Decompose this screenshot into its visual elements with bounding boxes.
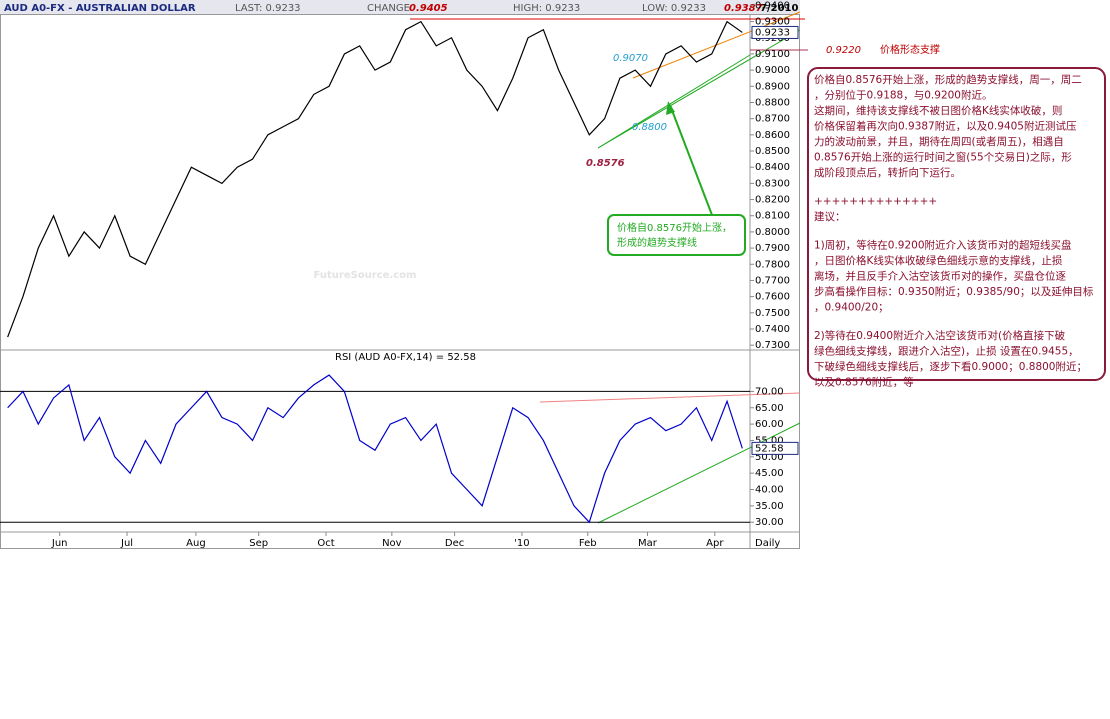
note-line: ，日图价格K线实体收破绿色细线示意的支撑线，止损 <box>814 254 1063 267</box>
y-tick-label: 60.00 <box>755 419 784 430</box>
last: LAST: 0.9233 <box>235 3 301 14</box>
rsi-trend <box>597 422 801 524</box>
y-tick-label: 0.8000 <box>755 227 790 238</box>
callout-box <box>607 214 746 256</box>
arrowhead <box>666 101 675 115</box>
y-tick-label: 0.7300 <box>755 340 790 351</box>
annotation: 0.8800 <box>632 122 667 133</box>
header-bar <box>0 0 800 14</box>
x-tick-label: '10 <box>514 538 529 549</box>
y-tick-label: 0.8400 <box>755 162 790 173</box>
y-tick-label: 0.8300 <box>755 178 790 189</box>
note-line: 2)等待在0.9400附近介入沽空该货币对(价格直接下破 <box>814 329 1066 342</box>
last-value: 52.58 <box>755 443 784 454</box>
callout-text: 价格自0.8576开始上涨， <box>617 221 732 234</box>
y-tick-label: 0.8500 <box>755 146 790 157</box>
panel-title: RSI (AUD A0-FX,14) = 52.58 <box>335 352 476 363</box>
y-tick-label: 0.9300 <box>755 17 790 28</box>
x-tick-label: Aug <box>186 538 206 549</box>
y-tick-label: 0.7700 <box>755 275 790 286</box>
y-tick-label: 70.00 <box>755 386 784 397</box>
y-tick-label: 0.8900 <box>755 81 790 92</box>
note-line: 1)周初，等待在0.9200附近介入该货币对的超短线买盘 <box>814 239 1072 252</box>
period: Daily <box>755 538 780 549</box>
price-line <box>7 20 743 338</box>
note-line: ，分别位于0.9188，与0.9200附近。 <box>814 89 992 102</box>
y-tick-label: 30.00 <box>755 517 784 528</box>
change: CHANGE <box>367 3 410 14</box>
x-tick-label: Oct <box>317 538 334 549</box>
y-tick-label: 0.8800 <box>755 97 790 108</box>
note-line: 下破绿色细线支撑线后，逐步下看0.9000；0.8800附近； <box>814 360 1087 373</box>
note-line: 力的波动前景，并且，期待在周四(或者周五)，相遇自 <box>814 135 1064 148</box>
y-tick-label: 0.7900 <box>755 243 790 254</box>
x-tick-label: Nov <box>382 538 402 549</box>
note-line: 离场，并且反手介入沽空该货币对的操作，买盘仓位逐 <box>814 270 1066 283</box>
note-line: ++++++++++++++ <box>814 196 937 208</box>
y-tick-label: 0.7600 <box>755 292 790 303</box>
y-tick-label: 40.00 <box>755 485 784 496</box>
annotation: 价格形态支撑 <box>880 43 940 56</box>
watermark: FutureSource.com <box>314 270 417 281</box>
note-line: 这期间，维持该支撑线不被日图价格K线实体收破，则 <box>814 104 1062 117</box>
last-value-box <box>751 441 799 455</box>
y-tick-label: 0.8200 <box>755 195 790 206</box>
note-line: 步高看操作目标：0.9350附近；0.9385/90；以及延伸目标 <box>814 285 1094 298</box>
note-line: 0.8576开始上涨的运行时间之窗(55个交易日)之际，形 <box>814 151 1072 164</box>
y-tick-label: 50.00 <box>755 452 784 463</box>
y-tick-label: 0.8100 <box>755 211 790 222</box>
note-line: 价格自0.8576开始上涨，形成的趋势支撑线，周一，周二 <box>814 73 1082 86</box>
y-tick-label: 0.9400 <box>755 0 790 11</box>
x-tick-label: Feb <box>579 538 597 549</box>
y-tick-label: 0.7800 <box>755 259 790 270</box>
y-tick-label: 65.00 <box>755 403 784 414</box>
frame <box>0 14 800 549</box>
note-box <box>807 67 1106 381</box>
annotation: 0.9070 <box>613 53 648 64</box>
y-tick-label: 0.7500 <box>755 308 790 319</box>
note-line: 建议： <box>814 210 846 223</box>
note-line: 以及0.8576附近，等 <box>814 376 914 389</box>
y-tick-label: 0.9100 <box>755 49 790 60</box>
y-tick-label: 55.00 <box>755 435 784 446</box>
x-tick-label: Dec <box>445 538 464 549</box>
y-tick-label: 0.8600 <box>755 130 790 141</box>
x-tick-label: Sep <box>249 538 268 549</box>
annotation: 0.9405 <box>409 3 448 14</box>
x-tick-label: Jun <box>51 538 68 549</box>
date: 7/2010 <box>760 3 798 14</box>
y-tick-label: 0.7400 <box>755 324 790 335</box>
last-value: 0.9233 <box>755 27 790 38</box>
y-tick-label: 45.00 <box>755 468 784 479</box>
rsi-resistance <box>539 392 801 403</box>
arrow <box>669 104 713 216</box>
note-line: 成阶段顶点后，转折向下运行。 <box>814 166 961 179</box>
high: HIGH: 0.9233 <box>513 3 580 14</box>
y-tick-label: 0.9000 <box>755 65 790 76</box>
last-value-box <box>751 25 799 39</box>
x-tick-label: Apr <box>706 538 724 549</box>
price-line <box>7 374 743 524</box>
callout-text: 形成的趋势支撑线 <box>617 236 697 249</box>
symbol: AUD A0-FX - AUSTRALIAN DOLLAR <box>4 3 196 14</box>
y-tick-label: 0.8700 <box>755 114 790 125</box>
note-line: 绿色细线支撑线，跟进介入沽空)，止损 设置在0.9455， <box>814 345 1079 358</box>
x-tick-label: Mar <box>638 538 658 549</box>
x-tick-label: Jul <box>120 538 133 549</box>
y-tick-label: 35.00 <box>755 501 784 512</box>
annotation: 0.9387 <box>724 3 763 14</box>
low: LOW: 0.9233 <box>642 3 706 14</box>
trend-line <box>597 54 751 149</box>
note-line: ，0.9400/20； <box>814 302 889 314</box>
note-line: 价格保留着再次向0.9387附近，以及0.9405附近测试压 <box>814 120 1077 133</box>
annotation: 0.9220 <box>826 45 861 56</box>
annotation: 0.8576 <box>586 158 625 169</box>
